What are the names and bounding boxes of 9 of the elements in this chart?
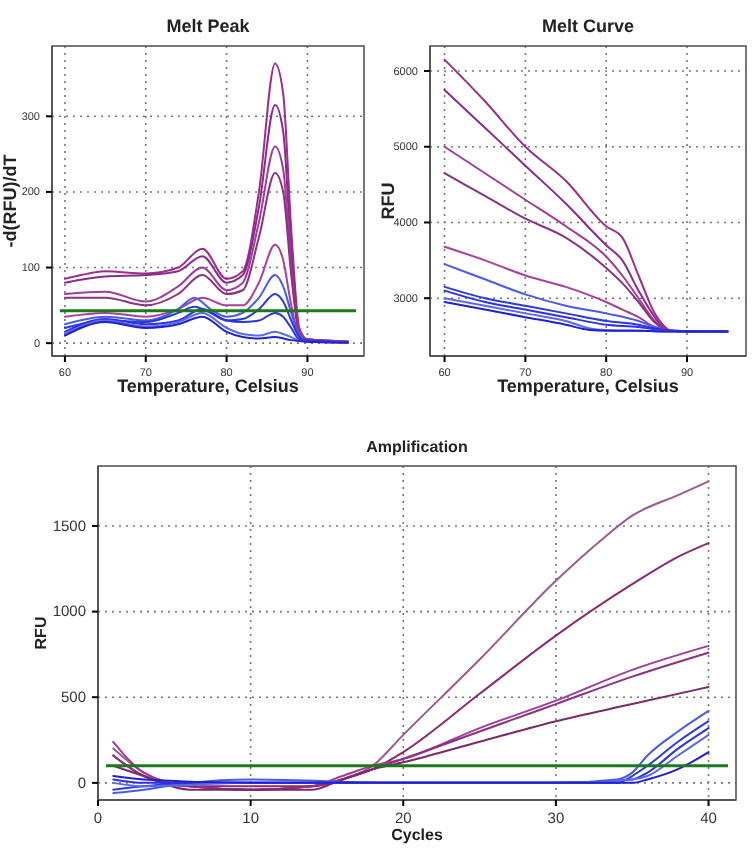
chart-title: Melt Curve <box>541 16 635 36</box>
x-axis-title: Temperature, Celsius <box>117 376 299 396</box>
y-axis-title: RFU <box>32 616 50 650</box>
chart-title: Amplification <box>366 438 468 456</box>
x-axis-title: Cycles <box>391 826 444 844</box>
x-axis-title: Temperature, Celsius <box>497 376 679 396</box>
y-axis-title: -d(RFU)/dT <box>0 153 20 248</box>
y-axis-title: RFU <box>378 182 398 220</box>
chart-title: Melt Peak <box>166 16 252 36</box>
